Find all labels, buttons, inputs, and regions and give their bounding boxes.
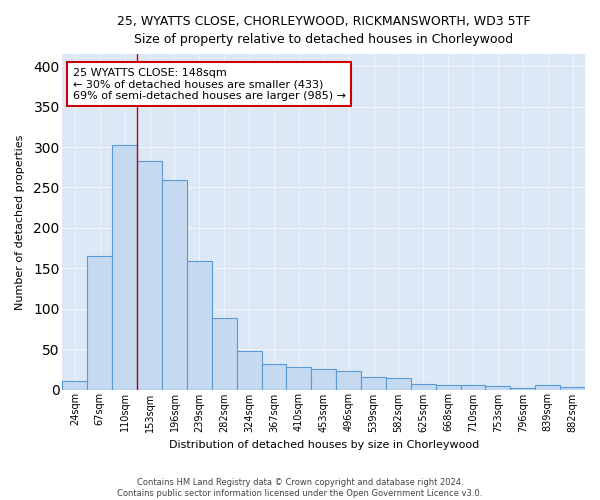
Bar <box>386 378 411 390</box>
X-axis label: Distribution of detached houses by size in Chorleywood: Distribution of detached houses by size … <box>169 440 479 450</box>
Bar <box>137 161 162 390</box>
Bar <box>88 256 112 390</box>
Bar <box>436 386 461 390</box>
Bar <box>336 371 361 390</box>
Bar <box>187 261 212 390</box>
Bar <box>311 370 336 390</box>
Bar <box>286 367 311 390</box>
Text: 25 WYATTS CLOSE: 148sqm
← 30% of detached houses are smaller (433)
69% of semi-d: 25 WYATTS CLOSE: 148sqm ← 30% of detache… <box>73 68 346 100</box>
Bar <box>236 350 262 390</box>
Bar <box>62 382 88 390</box>
Y-axis label: Number of detached properties: Number of detached properties <box>15 134 25 310</box>
Title: 25, WYATTS CLOSE, CHORLEYWOOD, RICKMANSWORTH, WD3 5TF
Size of property relative : 25, WYATTS CLOSE, CHORLEYWOOD, RICKMANSW… <box>117 15 530 46</box>
Bar <box>411 384 436 390</box>
Bar <box>485 386 511 390</box>
Bar <box>262 364 286 390</box>
Bar <box>112 144 137 390</box>
Bar <box>461 386 485 390</box>
Bar <box>162 180 187 390</box>
Bar <box>361 376 386 390</box>
Bar <box>212 318 236 390</box>
Text: Contains HM Land Registry data © Crown copyright and database right 2024.
Contai: Contains HM Land Registry data © Crown c… <box>118 478 482 498</box>
Bar <box>535 386 560 390</box>
Bar <box>511 388 535 390</box>
Bar <box>560 387 585 390</box>
